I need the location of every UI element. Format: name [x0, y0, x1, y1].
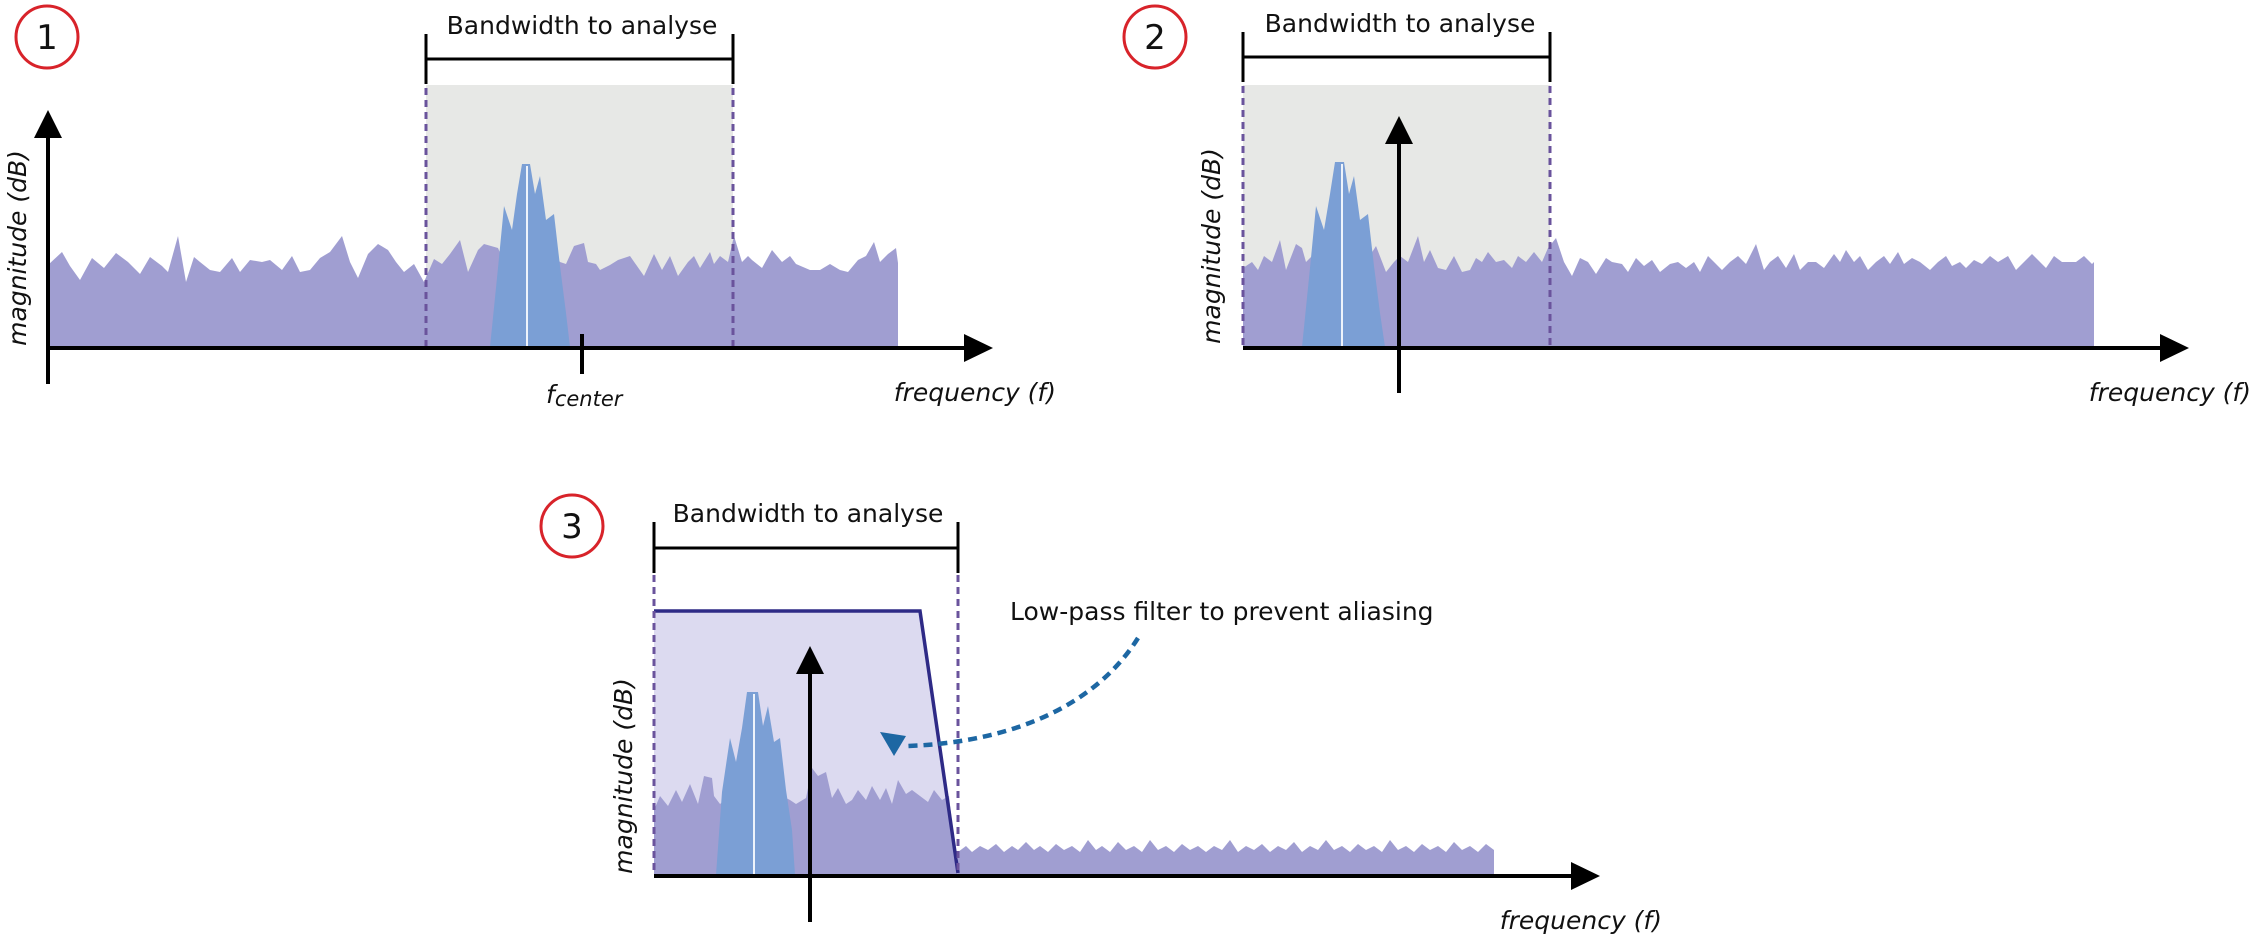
panel-3-number: 3 [561, 507, 583, 547]
panel-2-badge: 2 [1122, 4, 1188, 70]
panel-3-filter-curve [654, 609, 960, 874]
panel-1-y-axis-arrowhead [34, 110, 62, 138]
panel-1-x-axis-label: frequency (f) [894, 378, 1056, 407]
panel-2-noise-floor [1243, 236, 2094, 347]
panel-2: 2 Bandwidth to analyse magnitude (dB) fr… [1122, 4, 2251, 407]
panel-3-x-axis-label: frequency (f) [1500, 906, 1662, 935]
panel-2-band-label: Bandwidth to analyse [1265, 9, 1536, 38]
panel-3-band-bracket [652, 522, 960, 573]
panel-1-center-label: fcenter [546, 380, 624, 411]
panel-2-axes [1243, 116, 2189, 393]
panel-3-filter-label: Low-pass filter to prevent aliasing [1010, 597, 1434, 626]
panel-2-badge-ring [1122, 4, 1188, 70]
panel-3-badge: 3 [539, 493, 605, 559]
panel-3-axes [654, 646, 1600, 922]
panel-3-x-axis-arrowhead [1571, 862, 1600, 890]
panel-3-y-axis-arrowhead [796, 646, 824, 674]
panel-1-y-axis-label: magnitude (dB) [3, 150, 32, 346]
panel-1-badge: 1 [14, 4, 80, 70]
panel-3-noise-stopband [958, 840, 1494, 875]
panel-1-signal-peak [490, 164, 570, 347]
panel-1-band-label: Bandwidth to analyse [447, 11, 718, 40]
panel-2-x-axis-arrowhead [2160, 334, 2189, 362]
panel-1-badge-ring [14, 4, 80, 70]
panel-3-filter-callout-arrow [907, 636, 1140, 749]
panel-2-number: 2 [1144, 18, 1166, 58]
panel-3-badge-ring [539, 493, 605, 559]
panel-2-signal-peak [1302, 162, 1385, 347]
panel-3: 3 Bandwidth to analyse [539, 493, 1662, 935]
panel-1: 1 Bandwidth to analyse magnitude (dB) fr [3, 4, 1056, 411]
panel-3-signal-peak [716, 692, 795, 875]
panel-1-x-axis-arrowhead [964, 334, 993, 362]
panel-2-x-axis-label: frequency (f) [2089, 378, 2251, 407]
panel-3-filter-callout-arrowhead [880, 732, 906, 756]
panel-1-number: 1 [36, 18, 58, 58]
panel-1-noise-floor [48, 234, 898, 347]
panel-1-band-bracket [424, 34, 735, 84]
panel-2-band-bracket [1241, 32, 1552, 82]
panel-2-y-axis-label: magnitude (dB) [1197, 148, 1226, 344]
panel-1-axes [34, 110, 993, 384]
panel-3-y-axis-label: magnitude (dB) [609, 678, 638, 874]
panel-3-band-label: Bandwidth to analyse [673, 499, 944, 528]
panel-2-y-axis-arrowhead [1385, 116, 1413, 144]
